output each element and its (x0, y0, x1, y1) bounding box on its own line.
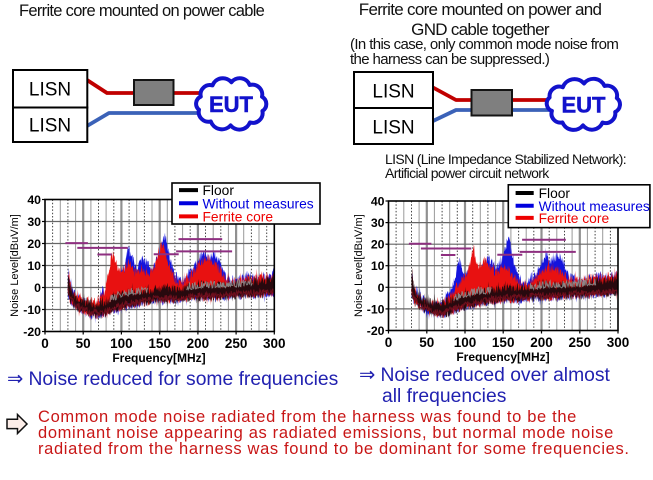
svg-text:0: 0 (41, 336, 49, 351)
svg-text:-10: -10 (367, 302, 385, 316)
svg-text:Floor: Floor (203, 183, 235, 198)
svg-text:250: 250 (569, 335, 592, 350)
svg-text:20: 20 (371, 238, 385, 252)
svg-text:0: 0 (385, 335, 393, 350)
svg-text:LISN: LISN (372, 118, 414, 139)
svg-text:30: 30 (27, 215, 41, 229)
svg-text:LISN: LISN (29, 80, 71, 101)
svg-text:Noise Level[dBuV/m]: Noise Level[dBuV/m] (9, 214, 21, 317)
svg-text:40: 40 (27, 193, 41, 207)
svg-text:Without measures: Without measures (203, 196, 314, 211)
svg-text:Ferrite core: Ferrite core (539, 211, 610, 226)
svg-text:10: 10 (27, 259, 41, 273)
svg-text:150: 150 (148, 336, 171, 351)
svg-text:-20: -20 (367, 324, 385, 338)
svg-text:300: 300 (607, 335, 630, 350)
svg-text:Ferrite core: Ferrite core (203, 209, 274, 224)
svg-text:200: 200 (187, 336, 210, 351)
svg-text:0: 0 (378, 281, 385, 295)
svg-text:-20: -20 (23, 325, 41, 339)
svg-text:0: 0 (34, 281, 41, 295)
svg-text:Floor: Floor (539, 186, 571, 201)
svg-text:Noise Level[dBuV/m]: Noise Level[dBuV/m] (353, 214, 365, 317)
svg-text:Frequency[MHz]: Frequency[MHz] (112, 351, 205, 365)
svg-text:Frequency[MHz]: Frequency[MHz] (456, 350, 549, 364)
svg-text:10: 10 (371, 259, 385, 273)
svg-text:-10: -10 (23, 303, 41, 317)
svg-text:20: 20 (27, 237, 41, 251)
svg-text:EUT: EUT (209, 92, 254, 117)
svg-text:EUT: EUT (562, 93, 607, 118)
svg-text:100: 100 (454, 335, 477, 350)
svg-text:200: 200 (530, 335, 553, 350)
svg-text:30: 30 (371, 216, 385, 230)
svg-text:50: 50 (76, 336, 91, 351)
svg-text:100: 100 (110, 336, 133, 351)
svg-text:40: 40 (371, 195, 385, 209)
svg-text:300: 300 (263, 336, 286, 351)
svg-text:LISN: LISN (29, 116, 71, 137)
svg-text:Without measures: Without measures (539, 199, 650, 214)
svg-text:250: 250 (225, 336, 248, 351)
svg-text:150: 150 (492, 335, 515, 350)
svg-text:50: 50 (419, 335, 434, 350)
svg-text:LISN: LISN (372, 82, 414, 103)
